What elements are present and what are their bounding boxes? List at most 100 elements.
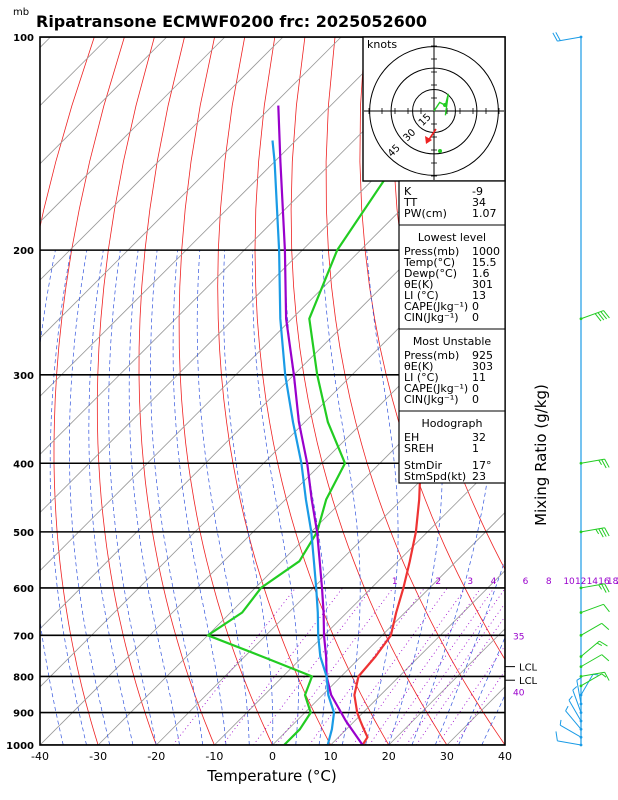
index-label: TT [403,196,418,209]
pressure-tick-label: 500 [13,528,34,539]
wind-barb-staff [580,654,603,668]
wind-barb [579,310,610,322]
wind-barb [579,671,610,681]
mixing-ratio-label: 20 [616,577,618,587]
mixing-ratio-label: 2 [435,577,441,587]
lcl-label: LCL [519,663,538,674]
wind-barb-dot [579,530,583,534]
wind-barb-dot [579,735,583,739]
wind-barb-feather [604,527,610,537]
mixing-ratio-label: 10 [563,577,575,587]
indices-section-title: Hodograph [422,417,483,430]
wind-barb-staff [580,673,603,687]
moist-adiabat-line [49,250,87,745]
index-value: 17° [472,459,492,472]
index-value: 1.6 [472,267,490,280]
temperature-tick-label: 20 [382,750,396,763]
wind-barb-staff [580,583,605,589]
moist-adiabat-line [40,250,41,745]
mixing-ratio-label: 4 [491,577,497,587]
isotherms [40,37,505,745]
index-value: 1.07 [472,207,497,220]
isotherm-line [214,453,505,745]
dry-adiabat-line [546,37,618,760]
wind-barb-staff [565,710,582,730]
temperature-tick-label: -40 [31,750,49,763]
index-label: CAPE(Jkg⁻¹) [404,382,468,395]
index-label: θE(K) [404,278,433,291]
wind-barb-staff [580,640,600,657]
chart-title: Ripatransone ECMWF0200 frc: 2025052600 [36,12,427,31]
pressure-tick-labels: 1000 900 800 700 600 500 400 300 200 100 [6,33,34,752]
indices-section-title: Lowest level [418,231,486,244]
wind-barb-staff [580,622,603,636]
dry-adiabat-line [516,37,618,760]
dry-adiabat-line [178,37,273,745]
wind-barb-staff [572,689,582,713]
isotherm-line [40,37,284,281]
wind-barb-feather [552,32,558,42]
temperature-tick-label: 10 [324,750,338,763]
mixing-ratio-line [352,587,467,745]
wind-profile [552,32,610,747]
hodograph-point [443,103,447,107]
index-label: θE(K) [404,360,433,373]
wind-barb-feather [600,311,608,320]
dry-adiabat-line [606,37,618,760]
temperature-tick-label: 30 [440,750,454,763]
moist-adiabat-line [321,250,361,745]
wind-barb [579,673,607,688]
wind-barb-feather [555,32,561,41]
index-value: 34 [472,196,486,209]
wind-barb-dot [579,684,583,688]
mixing-ratio-label: 16 [598,577,610,587]
isotherm-line [40,279,505,745]
wind-barb-feather [603,310,610,319]
wind-barb-dot [579,702,583,706]
wind-barb [579,527,610,538]
wind-barb-dot [579,727,583,731]
index-value: 925 [472,349,493,362]
index-value: 13 [472,289,486,302]
index-label: StmDir [404,459,443,472]
pressure-tick-label: 900 [13,709,34,720]
wind-barb-staff [580,603,604,614]
wind-barb-dot [579,655,583,658]
mixing-ratio-label: 40 [513,688,525,698]
temperature-tick-label: -10 [205,750,223,763]
temperature-tick-label: -20 [147,750,165,763]
index-value: 0 [472,311,479,324]
wind-barb [579,458,610,469]
dry-adiabat-line [325,37,505,745]
moist-adiabat-line [365,250,399,745]
moist-adiabat-line [88,250,134,745]
wind-barb-staff [580,671,605,677]
wind-barb-feather [601,654,610,662]
wind-barb-feather [568,695,573,701]
moist-adiabat-line [128,250,180,745]
wind-barb-dot [579,719,583,723]
wind-barb-feather [597,312,605,321]
isotherm-line [40,37,458,455]
wind-barb-feather [565,705,569,712]
isotherm-line [40,221,505,688]
index-value: 301 [472,278,493,291]
mixing-ratio-line [382,587,495,745]
pressure-tick-label: 400 [13,459,34,470]
dry-adiabat-line [40,37,95,745]
pressure-tick-label: 100 [13,33,34,44]
index-label: CIN(Jkg⁻¹) [404,311,459,324]
mixing-ratio-label: 14 [587,577,599,587]
wind-barb-feather [604,458,610,468]
wind-barb-feather [601,584,607,593]
isotherm-line [40,37,226,223]
mixing-ratio-label: 18 [607,577,618,587]
pressure-unit-label: mb [13,7,29,18]
moist-adiabat-line [172,250,227,745]
temperature-tick-labels: -40 -30 -20 -10 0 10 20 30 40 [31,750,512,763]
index-label: Dewp(°C) [404,267,457,280]
wind-barb-staff [580,310,604,320]
